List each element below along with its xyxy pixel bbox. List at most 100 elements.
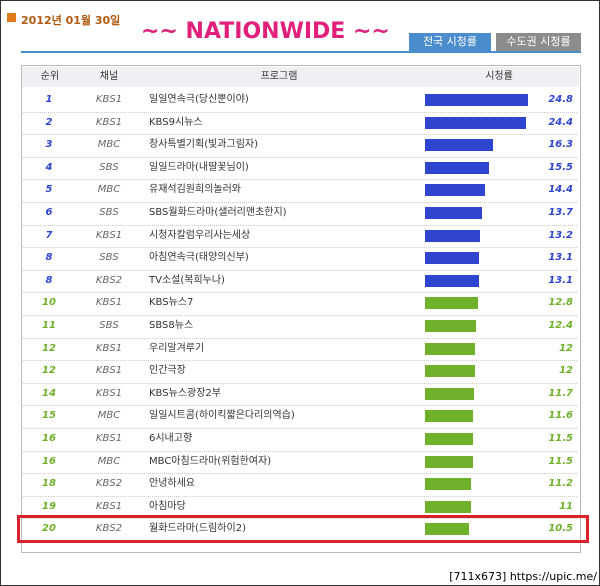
rating-bar [425, 297, 479, 310]
row-separator [23, 518, 577, 520]
program: TV소설(복희누나) [149, 274, 225, 286]
rank: 11 [42, 320, 56, 331]
program: SBS8뉴스 [149, 320, 194, 331]
program: 일일연속극(당신뿐이야) [149, 94, 249, 105]
rating: 24.4 [548, 116, 573, 128]
row-separator [23, 202, 577, 203]
channel: KBS1 [95, 365, 123, 377]
rating: 12 [559, 365, 573, 377]
program: KBS뉴스광장2부 [149, 387, 221, 399]
rating: 13.2 [548, 229, 573, 241]
rating: 12 [559, 342, 573, 354]
rating: 12.4 [548, 320, 573, 331]
channel: MBC [97, 139, 121, 151]
channel: SBS [99, 207, 119, 218]
channel: MBC [97, 410, 121, 422]
bullet-icon [7, 13, 16, 22]
program: 일일드라마(내딸꽃님이) [149, 161, 249, 173]
rating-bar [425, 207, 482, 219]
rating-bar [425, 139, 493, 152]
channel: KBS1 [95, 342, 123, 354]
channel: KBS1 [95, 94, 123, 105]
column-header: 시청률 [421, 67, 577, 87]
rating: 13.7 [548, 207, 573, 218]
tab[interactable]: 수도권 시청률 [496, 33, 581, 51]
rating: 10.5 [548, 523, 573, 535]
channel: SBS [99, 161, 119, 173]
rating-bar [425, 161, 490, 174]
row-separator [23, 134, 577, 136]
channel: MBC [97, 184, 121, 196]
row-separator [23, 382, 577, 384]
row-separator [23, 495, 577, 497]
program: 아침마당 [149, 500, 186, 512]
rating-bar [425, 387, 474, 400]
program: 인간극장 [149, 365, 186, 377]
rank: 10 [42, 297, 56, 309]
program: 아침연속극(태양의신부) [149, 252, 249, 264]
channel: KBS2 [95, 523, 123, 535]
rank: 19 [42, 500, 56, 512]
channel: KBS1 [95, 229, 123, 241]
program: 우리말겨루기 [149, 342, 205, 354]
row-separator [23, 111, 577, 113]
highlight-box [17, 515, 589, 544]
channel: SBS [99, 252, 119, 264]
rank: 8 [45, 274, 53, 286]
rank: 12 [42, 342, 56, 354]
title: ~~ NATIONWIDE ~~ [141, 19, 390, 44]
row-separator [23, 224, 577, 226]
program: 안녕하세요 [149, 478, 195, 490]
rating-bar [425, 523, 469, 536]
channel: KBS1 [95, 387, 123, 399]
row-separator [23, 247, 577, 249]
channel: KBS1 [95, 500, 123, 512]
rating: 24.8 [548, 94, 573, 105]
rating-bar [425, 410, 474, 423]
rating: 13.1 [548, 274, 573, 286]
rating: 14.4 [548, 184, 573, 196]
rank: 18 [42, 478, 56, 490]
rating-bar [425, 274, 480, 287]
row-separator [23, 473, 577, 475]
program: KBS9시뉴스 [149, 116, 203, 128]
program: SBS월화드라마(샐러리맨초한지) [149, 207, 287, 218]
program: MBC아침드라마(위험한여자) [149, 455, 272, 467]
row-separator [23, 292, 577, 294]
row-separator [23, 337, 577, 339]
program: 창사특별기획(빛과그림자) [149, 139, 259, 151]
rating-bar [425, 116, 527, 129]
rating-bar [425, 500, 471, 513]
row-separator [23, 315, 577, 316]
column-header: 프로그램 [141, 67, 417, 87]
column-header: 순위 [22, 67, 78, 87]
rank: 8 [45, 252, 53, 264]
rating-bar [425, 184, 485, 197]
channel: KBS1 [95, 297, 123, 309]
rating-bar [425, 320, 477, 332]
rank: 3 [45, 139, 53, 151]
rating-bar [425, 455, 473, 468]
channel: SBS [99, 320, 119, 331]
channel: KBS1 [95, 433, 123, 444]
program: 월화드라마(드림하이2) [149, 523, 246, 535]
rating-bar [425, 94, 528, 106]
rating: 11.6 [548, 410, 573, 422]
rating-bar [425, 252, 480, 265]
rating: 11.5 [548, 433, 573, 444]
rank: 7 [45, 229, 53, 241]
date: 2012년 01월 30일 [21, 14, 121, 27]
channel: KBS2 [95, 274, 123, 286]
rating: 16.3 [548, 139, 573, 151]
table-frame [21, 65, 581, 553]
rank: 14 [42, 387, 56, 399]
rank: 4 [45, 161, 53, 173]
rating-bar [425, 229, 480, 242]
tab[interactable]: 전국 시청률 [409, 33, 491, 51]
rating: 11 [559, 500, 573, 512]
channel: MBC [97, 455, 121, 467]
row-separator [23, 179, 577, 181]
rating-bar [425, 433, 473, 445]
row-separator [23, 428, 577, 429]
